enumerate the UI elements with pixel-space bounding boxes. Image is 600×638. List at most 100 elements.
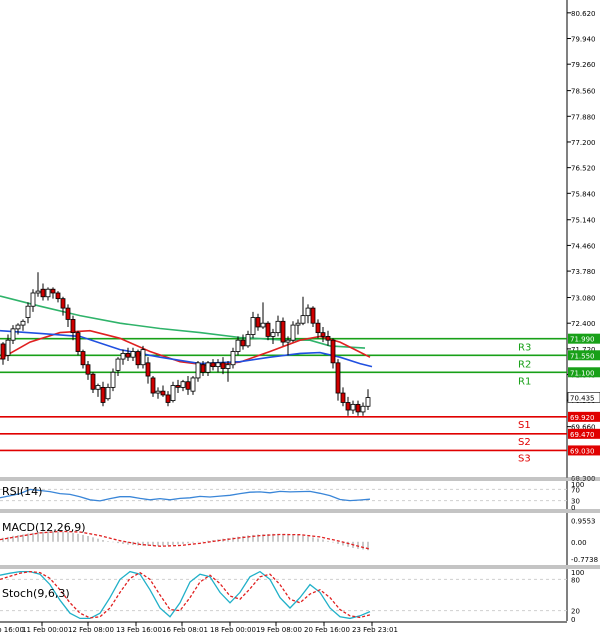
- candle-body-up: [95, 385, 101, 390]
- candle: [270, 328, 276, 344]
- stoch-tick-label: 80: [571, 576, 580, 584]
- candle: [160, 385, 166, 397]
- candle-body-down: [320, 332, 326, 337]
- candle: [75, 330, 81, 356]
- candle-body-up: [195, 362, 201, 379]
- candle-body-down: [240, 339, 246, 347]
- candle: [100, 381, 106, 407]
- candle: [260, 302, 266, 329]
- candle: [55, 291, 61, 303]
- candle-body-up: [5, 339, 11, 356]
- candle-body-down: [200, 364, 206, 373]
- candle-body-up: [35, 290, 41, 294]
- candle: [250, 311, 256, 339]
- candle: [140, 345, 146, 369]
- candle: [165, 391, 171, 407]
- price-tick-label: 75.140: [571, 217, 596, 225]
- price-tick-label: 80.620: [571, 10, 596, 18]
- candle: [355, 400, 361, 416]
- time-tick-label: 20 Feb 16:00: [304, 626, 350, 634]
- macd-tick-label: -0.7738: [571, 556, 598, 564]
- candle-body-down: [330, 339, 336, 364]
- candle: [85, 360, 91, 380]
- candle-body-up: [25, 305, 31, 318]
- candle-body-up: [235, 339, 241, 352]
- candle: [235, 336, 241, 356]
- candle-body-down: [70, 319, 76, 334]
- price-tick-label: 71.720: [571, 346, 596, 354]
- candle: [25, 302, 31, 324]
- candle-body-down: [310, 307, 316, 324]
- candle: [210, 359, 216, 371]
- candle-body-up: [170, 385, 176, 401]
- time-tick-label: 18 Feb 00:00: [210, 626, 256, 634]
- level-price-box: [568, 445, 600, 456]
- candle: [240, 334, 246, 350]
- candle: [215, 359, 221, 373]
- candle-body-up: [15, 324, 21, 330]
- candle-body-up: [295, 322, 301, 326]
- candle: [80, 349, 86, 369]
- candle-body-down: [80, 351, 86, 366]
- price-tick-label: 74.460: [571, 242, 596, 250]
- candle: [325, 330, 331, 346]
- candle-body-up: [305, 307, 311, 317]
- candle-body-up: [260, 322, 266, 328]
- candle-body-down: [315, 322, 321, 334]
- stoch-tick-label: 20: [571, 608, 580, 616]
- candle: [195, 360, 201, 382]
- candle-body-down: [90, 373, 96, 390]
- candle: [150, 376, 156, 397]
- candle-body-down: [355, 403, 361, 413]
- candle: [230, 347, 236, 369]
- candle: [200, 360, 206, 377]
- candle: [30, 289, 36, 312]
- candle: [170, 381, 176, 403]
- candle-body-down: [265, 322, 271, 337]
- candle-body-down: [340, 392, 346, 403]
- current-price-label: 70.435: [570, 394, 595, 402]
- candle: [120, 349, 126, 365]
- candle-body-down: [165, 394, 171, 403]
- time-tick-label: 19 Feb 08:00: [256, 626, 302, 634]
- candle-body-down: [175, 385, 181, 388]
- price-tick-label: 73.080: [571, 295, 596, 303]
- candle-body-down: [85, 364, 91, 375]
- rsi-tick-label: 30: [571, 498, 580, 506]
- candle: [365, 389, 371, 411]
- candle-body-up: [275, 320, 281, 334]
- price-tick-label: 79.940: [571, 36, 596, 44]
- candle-body-down: [220, 362, 226, 369]
- candle: [70, 315, 76, 341]
- candle-body-up: [285, 339, 291, 343]
- time-tick-label: 23 Feb 23:01: [352, 626, 398, 634]
- time-tick-label: 16 Feb 08:01: [162, 626, 208, 634]
- candle-body-up: [30, 292, 36, 307]
- candle: [285, 336, 291, 356]
- candle: [330, 338, 336, 369]
- candle: [15, 323, 21, 335]
- candle: [345, 396, 351, 416]
- level-name-label: R3: [518, 343, 531, 354]
- candle: [290, 321, 296, 343]
- level-price-label: 69.030: [570, 447, 595, 455]
- candle: [360, 402, 366, 416]
- candle-body-up: [205, 362, 211, 373]
- stoch-tick-label: 100: [571, 569, 584, 577]
- candle: [190, 376, 196, 395]
- price-tick-label: 77.200: [571, 139, 596, 147]
- candle-body-down: [255, 317, 261, 328]
- candle: [350, 400, 356, 414]
- candle-body-up: [230, 351, 236, 366]
- candle-body-up: [245, 334, 251, 347]
- candle: [255, 313, 261, 331]
- candle-body-up: [190, 377, 196, 392]
- candle-body-up: [290, 324, 296, 341]
- level-price-label: 69.470: [570, 431, 595, 439]
- candle-body-up: [365, 397, 371, 407]
- candle: [245, 330, 251, 348]
- candle-body-down: [50, 288, 56, 294]
- candle: [145, 357, 151, 384]
- candle: [205, 360, 211, 377]
